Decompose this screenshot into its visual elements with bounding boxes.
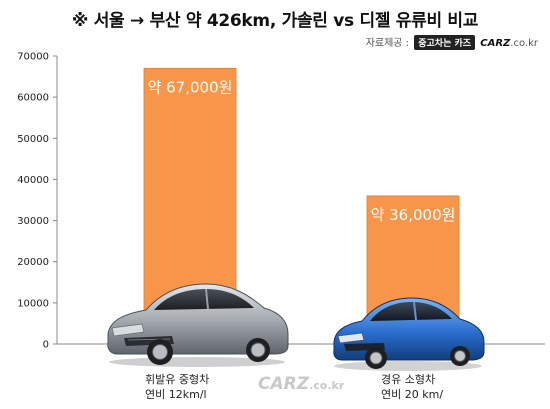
source-credit: 자료제공 : 중고차는 카즈 CARZ.co.kr [366,34,538,50]
compact-car-icon [333,297,485,371]
bar-data-label: 약 67,000원 [148,78,233,96]
y-tick-label: 30000 [17,216,49,227]
y-tick-label: 20000 [17,257,49,268]
y-tick-label: 50000 [17,134,49,145]
category-label-gasoline: 휘발유 중형차 연비 12km/l [145,372,209,402]
y-tick-label: 0 [43,340,49,351]
partner-logo: 중고차는 카즈 [414,35,476,50]
category-label-diesel: 경유 소형차 연비 20 km/ [381,372,443,402]
y-tick-label: 40000 [17,175,49,186]
source-label: 자료제공 : [365,38,410,49]
bar-data-label: 약 36,000원 [371,206,456,224]
category-label-diesel-line1: 경유 소형차 [381,373,436,386]
carz-domain: .co.kr [510,38,538,49]
carz-watermark: CARZ.co.kr [258,374,344,394]
category-label-diesel-line2: 연비 20 km/ [381,388,444,401]
sedan-car-icon [107,283,289,367]
chart-title: ※ 서울 → 부산 약 426km, 가솔린 vs 디젤 유류비 비교 [71,11,479,31]
watermark-brand: CARZ [258,374,310,394]
y-tick-label: 70000 [17,52,49,63]
category-label-gasoline-line2: 연비 12km/l [145,388,207,401]
y-tick-label: 60000 [17,93,49,104]
watermark-domain: .co.kr [309,379,345,392]
category-label-gasoline-line1: 휘발유 중형차 [145,373,210,386]
carz-brand: CARZ [480,38,511,49]
y-tick-label: 10000 [17,298,49,309]
